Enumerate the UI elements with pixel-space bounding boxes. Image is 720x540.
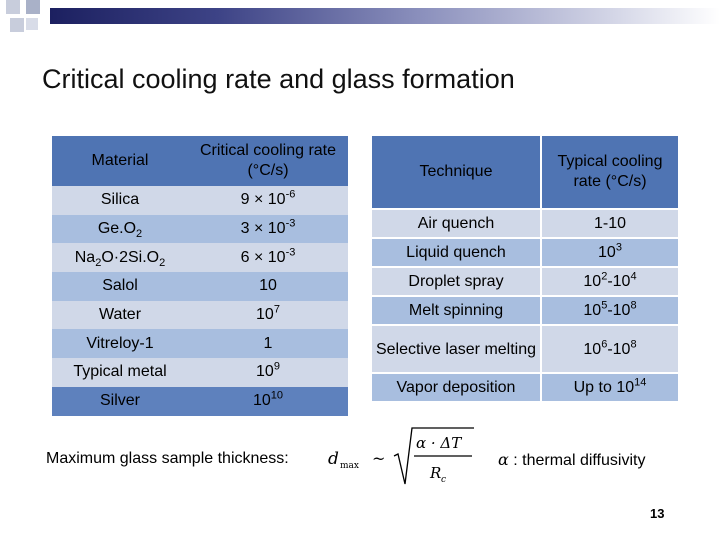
rate-cell: 1-10 xyxy=(541,208,678,238)
technique-cell: Air quench xyxy=(372,208,542,238)
formula-numerator: α · ΔT xyxy=(416,434,462,452)
formula-lhs-sub: max xyxy=(340,461,359,471)
rate-cell: 107 xyxy=(188,300,348,330)
table-row: Silica 9 × 10-6 xyxy=(52,186,348,215)
deco-square xyxy=(26,0,40,14)
table-row: Vapor deposition Up to 1014 xyxy=(372,372,678,401)
column-header-typical-rate: Typical cooling rate (°C/s) xyxy=(541,136,678,209)
sqrt-sign xyxy=(393,427,474,485)
slide-title: Critical cooling rate and glass formatio… xyxy=(42,64,515,94)
formula-label: Maximum glass sample thickness: xyxy=(46,450,289,467)
table-row: Typical metal 109 xyxy=(52,358,348,387)
rate-cell: 6 × 10-3 xyxy=(188,243,348,273)
material-cell: Water xyxy=(52,300,188,330)
page-number: 13 xyxy=(650,506,665,521)
alpha-symbol: α xyxy=(498,450,509,469)
material-cell: Typical metal xyxy=(52,358,188,387)
material-cell: Vitreloy-1 xyxy=(52,329,188,359)
table-row: Vitreloy-1 1 xyxy=(52,329,348,359)
rate-cell: 109 xyxy=(188,358,348,387)
rate-cell: 106-108 xyxy=(541,324,678,373)
table-row: Droplet spray 102-104 xyxy=(372,266,678,296)
technique-cell: Vapor deposition xyxy=(372,372,542,401)
deco-square xyxy=(6,0,20,14)
rate-cell: 1010 xyxy=(188,386,348,416)
table-row: Liquid quench 103 xyxy=(372,237,678,267)
table-row: Air quench 1-10 xyxy=(372,208,678,238)
material-cell: Silver xyxy=(52,386,188,416)
table-header-row: Material Critical cooling rate (°C/s) xyxy=(52,136,348,186)
technique-cell: Droplet spray xyxy=(372,266,542,296)
thickness-formula: d max ~ α · ΔT R c xyxy=(328,427,474,485)
alpha-note: α : thermal diffusivity xyxy=(498,450,645,470)
header-gradient-bar xyxy=(50,8,720,24)
alpha-description: : thermal diffusivity xyxy=(508,452,646,469)
rate-cell: Up to 1014 xyxy=(541,372,678,401)
technique-cell: Liquid quench xyxy=(372,237,542,267)
rate-cell: 102-104 xyxy=(541,266,678,296)
decorative-squares xyxy=(0,0,60,50)
table-row: Na2O·2Si.O2 6 × 10-3 xyxy=(52,243,348,273)
column-header-material: Material xyxy=(52,136,188,186)
material-cell: Salol xyxy=(52,272,188,301)
rate-cell: 1 xyxy=(188,329,348,359)
table-row: Ge.O2 3 × 10-3 xyxy=(52,214,348,244)
techniques-table: Technique Typical cooling rate (°C/s) Ai… xyxy=(372,136,678,401)
table-row: Water 107 xyxy=(52,300,348,330)
material-cell: Na2O·2Si.O2 xyxy=(52,243,188,273)
table-row: Salol 10 xyxy=(52,272,348,301)
formula-lhs: d xyxy=(328,449,339,469)
table-header-row: Technique Typical cooling rate (°C/s) xyxy=(372,136,678,209)
deco-square xyxy=(10,18,24,32)
formula-denominator-sub: c xyxy=(441,475,446,485)
table-row: Selective laser melting 106-108 xyxy=(372,324,678,373)
rate-cell: 10 xyxy=(188,272,348,301)
table-row: Melt spinning 105-108 xyxy=(372,295,678,325)
rate-cell: 3 × 10-3 xyxy=(188,214,348,244)
technique-cell: Selective laser melting xyxy=(372,324,542,373)
rate-cell: 105-108 xyxy=(541,295,678,325)
material-cell: Ge.O2 xyxy=(52,214,188,244)
deco-square xyxy=(26,18,38,30)
column-header-technique: Technique xyxy=(372,136,542,209)
materials-table: Material Critical cooling rate (°C/s) Si… xyxy=(52,136,348,416)
technique-cell: Melt spinning xyxy=(372,295,542,325)
formula-relation: ~ xyxy=(372,449,385,468)
rate-cell: 9 × 10-6 xyxy=(188,186,348,215)
formula-denominator: R xyxy=(429,464,441,482)
column-header-critical-rate: Critical cooling rate (°C/s) xyxy=(188,136,348,186)
table-row: Silver 1010 xyxy=(52,386,348,416)
rate-cell: 103 xyxy=(541,237,678,267)
material-cell: Silica xyxy=(52,186,188,215)
